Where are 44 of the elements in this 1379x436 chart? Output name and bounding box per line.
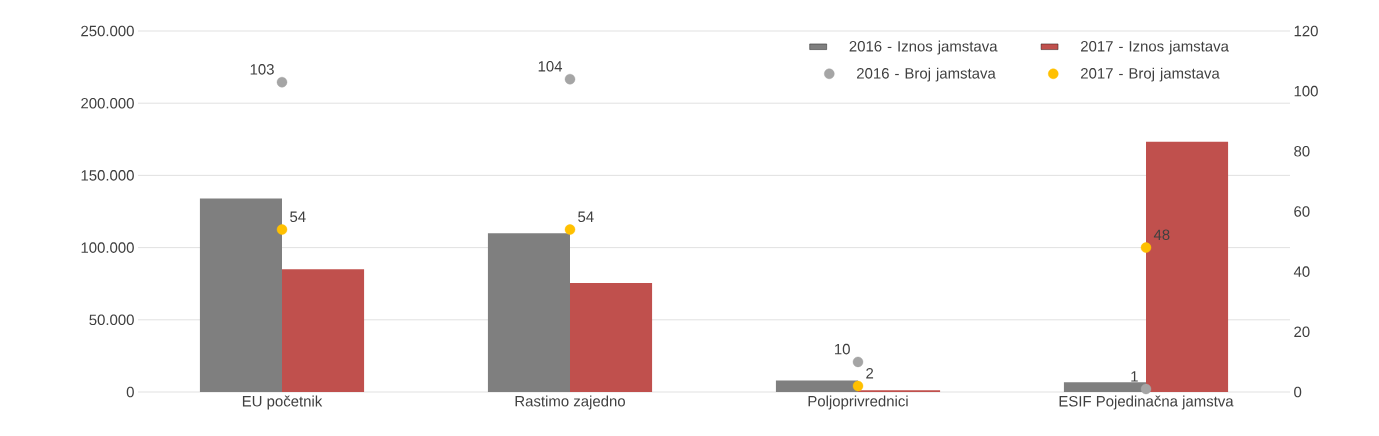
bar [570, 282, 653, 392]
y2-tick-label: 80 [1294, 146, 1310, 157]
data-label: 1 [1131, 371, 1138, 382]
point [564, 224, 576, 235]
y2-tick-label: 0 [1294, 386, 1302, 398]
data-label: 104 [538, 61, 563, 72]
y2-tick-label: 60 [1294, 206, 1310, 217]
x-tick-label: Rastimo zajedno [515, 395, 625, 410]
y-tick-label: 150.000 [81, 170, 134, 181]
y-tick-label: 50.000 [89, 314, 134, 326]
bar [487, 233, 570, 392]
y2-tick-label: 40 [1293, 266, 1310, 277]
legend-label: 2017 - Broj jamstava [1081, 67, 1220, 82]
y2-tick-label: 120 [1294, 25, 1318, 37]
y-tick-label: 0 [126, 386, 134, 398]
point [852, 380, 864, 392]
bar [1146, 141, 1229, 392]
y2-tick-label: 20 [1294, 326, 1310, 338]
y-tick-label: 250.000 [81, 25, 134, 37]
x-tick-label: ESIF Pojedinačna jamstva [1059, 395, 1234, 410]
x-tick-label: Poljoprivrednici [808, 395, 908, 410]
point [852, 356, 864, 368]
bar [282, 269, 365, 392]
y-tick-label: 100.000 [81, 242, 134, 253]
data-label: 2 [866, 368, 874, 379]
point [1140, 383, 1152, 395]
bar [775, 380, 858, 392]
bar [1063, 382, 1146, 392]
point [276, 76, 288, 88]
point [1140, 242, 1152, 253]
point [564, 73, 576, 85]
y2-tick-label: 100 [1294, 85, 1318, 97]
bar [199, 198, 282, 392]
data-label: 48 [1153, 229, 1170, 241]
data-label: 103 [250, 64, 274, 75]
point [276, 224, 288, 235]
legend-label: 2017 - Iznos jamstava [1081, 40, 1229, 55]
y-tick-label: 200.000 [81, 97, 134, 109]
legend-label: 2016 - Broj jamstava [857, 67, 996, 82]
data-label: 54 [578, 211, 594, 223]
data-label: 10 [835, 343, 850, 355]
data-label: 54 [290, 211, 306, 223]
legend-label: 2016 - Iznos jamstava [849, 40, 998, 55]
x-tick-label: EU početnik [242, 395, 323, 410]
